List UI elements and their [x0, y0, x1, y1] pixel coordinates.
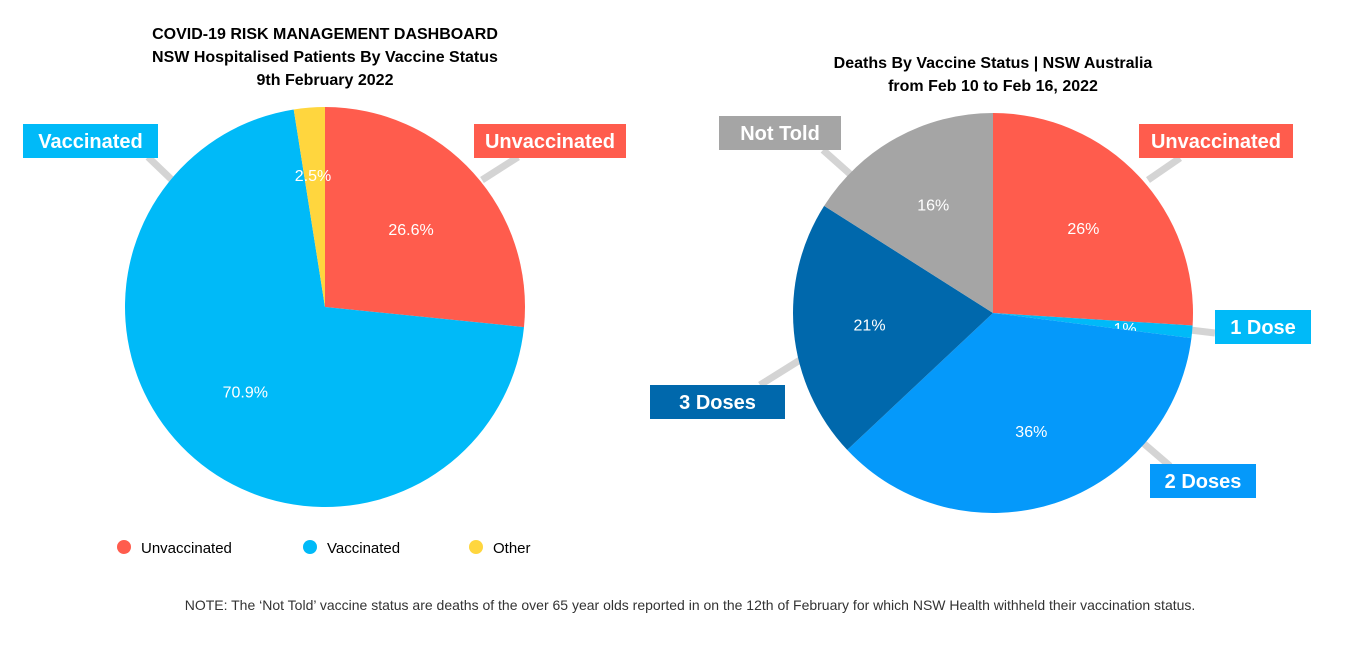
callout-not-told: Not Told	[719, 116, 841, 150]
callout-box-not-told	[719, 116, 841, 150]
data-label-other: 2.5%	[295, 168, 331, 185]
callout-1-dose: 1 Dose	[1215, 310, 1311, 344]
callout-box-3-doses	[650, 385, 785, 419]
pie-slice-unvaccinated[interactable]	[993, 113, 1193, 326]
legend-label-vaccinated: Vaccinated	[327, 540, 400, 557]
data-label-unvaccinated: 26.6%	[388, 222, 433, 239]
pie-slice-2-doses[interactable]	[847, 313, 1192, 513]
callout-vaccinated: Vaccinated	[23, 124, 158, 158]
legend-swatch-other	[469, 540, 483, 554]
callout-3-doses: 3 Doses	[650, 385, 785, 419]
pie-slice-other[interactable]	[293, 107, 325, 307]
legend-label-other: Other	[493, 540, 531, 557]
chart1-title-line-2: NSW Hospitalised Patients By Vaccine Sta…	[152, 49, 498, 66]
callout-box-1-dose	[1215, 310, 1311, 344]
legend-item-unvaccinated[interactable]: Unvaccinated	[117, 540, 232, 557]
callout-label-vaccinated: Vaccinated	[38, 131, 143, 153]
callout-label-3-doses: 3 Doses	[679, 392, 756, 414]
chart1-pie: 26.6% 70.9% 2.5% Unvaccinated Vaccinated	[23, 107, 626, 507]
data-label-unvaccinated: 26%	[1067, 221, 1099, 238]
leader-line-vaccinated	[145, 154, 175, 183]
legend-swatch-unvaccinated	[117, 540, 131, 554]
chart1-title-line-3: 9th February 2022	[257, 72, 394, 89]
data-label-vaccinated: 70.9%	[223, 384, 268, 401]
pie-slice-3-doses[interactable]	[793, 205, 993, 450]
data-label-2-doses: 36%	[1015, 424, 1047, 441]
leader-line-2-doses	[1139, 439, 1173, 469]
pie-slice-not-told[interactable]	[824, 113, 993, 313]
leader-line-1-dose	[1189, 326, 1216, 337]
callout-unvaccinated: Unvaccinated	[474, 124, 626, 158]
legend-item-vaccinated[interactable]: Vaccinated	[303, 540, 400, 557]
chart2-title-line-2: from Feb 10 to Feb 16, 2022	[888, 78, 1098, 95]
callout-unvaccinated: Unvaccinated	[1139, 124, 1293, 158]
callout-label-unvaccinated: Unvaccinated	[1151, 131, 1281, 153]
legend-label-unvaccinated: Unvaccinated	[141, 540, 232, 557]
legend-swatch-vaccinated	[303, 540, 317, 554]
leader-line-unvaccinated	[1146, 155, 1182, 183]
callout-2-doses: 2 Doses	[1150, 464, 1256, 498]
callout-box-unvaccinated	[474, 124, 626, 158]
pie-slice-unvaccinated[interactable]	[325, 107, 525, 328]
callout-label-unvaccinated: Unvaccinated	[485, 131, 615, 153]
chart2-title-line-1: Deaths By Vaccine Status | NSW Australia	[834, 55, 1153, 72]
callout-box-2-doses	[1150, 464, 1256, 498]
pie-slice-1-dose[interactable]	[993, 313, 1193, 339]
leader-line-unvaccinated	[480, 154, 520, 183]
callout-label-not-told: Not Told	[740, 123, 820, 145]
chart1-title: COVID-19 RISK MANAGEMENT DASHBOARD NSW H…	[152, 26, 498, 89]
callout-box-unvaccinated	[1139, 124, 1293, 158]
data-label-3-doses: 21%	[854, 318, 886, 335]
leader-line-not-told	[820, 147, 853, 177]
data-label-not-told: 16%	[917, 197, 949, 214]
chart2-title: Deaths By Vaccine Status | NSW Australia…	[834, 55, 1153, 95]
chart1-legend: Unvaccinated Vaccinated Other	[117, 540, 531, 557]
pie-slice-vaccinated[interactable]	[124, 109, 524, 507]
callout-box-vaccinated	[23, 124, 158, 158]
footnote: NOTE: The ‘Not Told’ vaccine status are …	[185, 597, 1196, 613]
callout-label-2-doses: 2 Doses	[1165, 471, 1242, 493]
legend-item-other[interactable]: Other	[469, 540, 531, 557]
chart1-title-line-1: COVID-19 RISK MANAGEMENT DASHBOARD	[152, 26, 498, 43]
leader-line-3-doses	[758, 357, 802, 388]
callout-label-1-dose: 1 Dose	[1230, 317, 1296, 339]
